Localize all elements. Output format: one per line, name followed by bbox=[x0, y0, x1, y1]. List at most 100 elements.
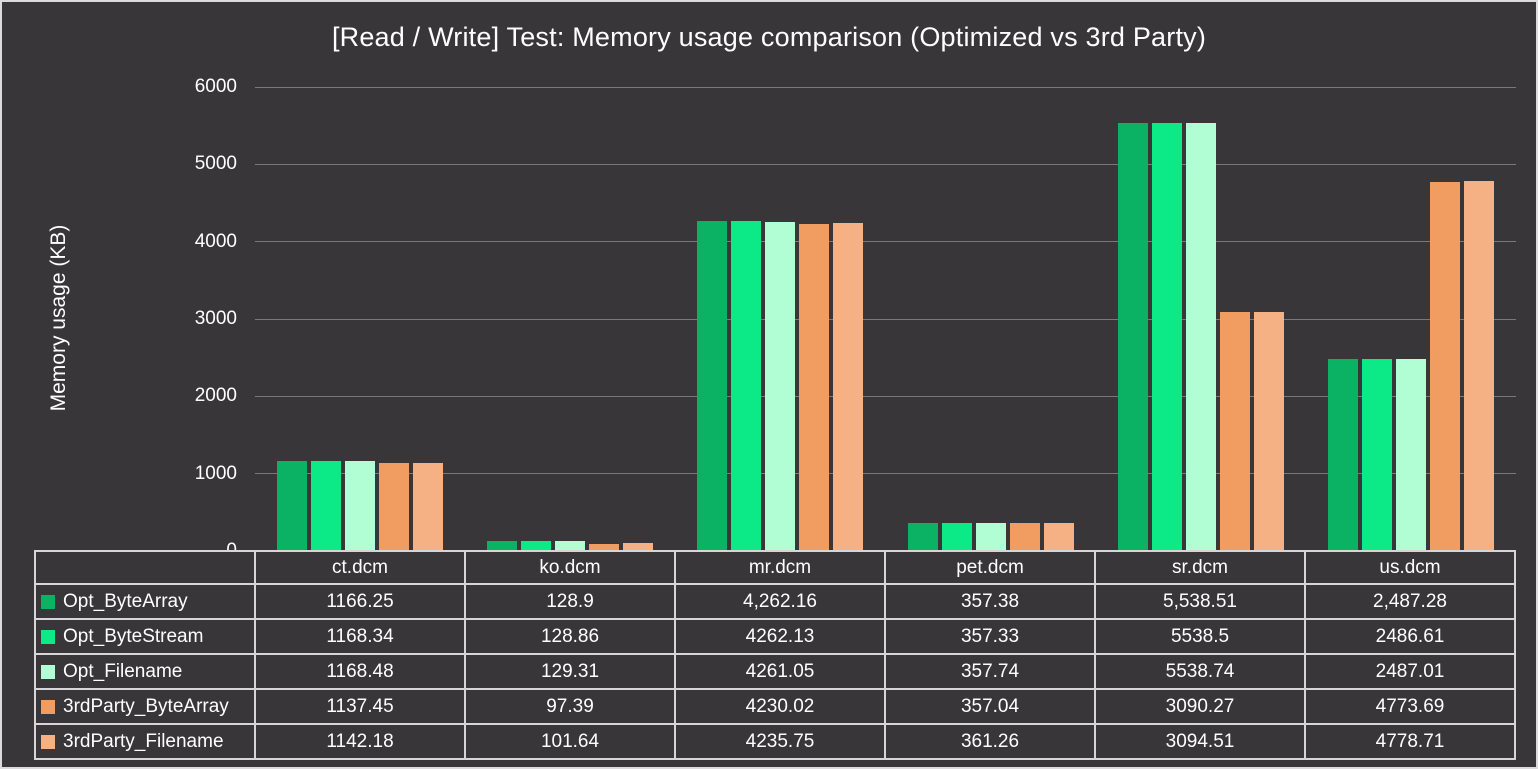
bar-Opt_ByteArray-ct.dcm bbox=[277, 460, 308, 551]
bar-Opt_Filename-mr.dcm bbox=[765, 221, 796, 551]
bar-Opt_ByteStream-ct.dcm bbox=[311, 460, 342, 551]
y-tick-label-4000: 4000 bbox=[194, 230, 237, 252]
legend-cell-Opt_ByteStream: Opt_ByteStream bbox=[34, 618, 256, 655]
legend-label-Opt_Filename: Opt_Filename bbox=[63, 660, 183, 682]
bar-3rdParty_ByteArray-us.dcm bbox=[1429, 181, 1460, 551]
bar-3rdParty_Filename-pet.dcm bbox=[1043, 523, 1074, 551]
legend-cell-Opt_ByteArray: Opt_ByteArray bbox=[34, 583, 256, 620]
bar-Opt_ByteStream-sr.dcm bbox=[1151, 122, 1182, 551]
bar-Opt_ByteArray-pet.dcm bbox=[907, 523, 938, 551]
data-table: ct.dcm ko.dcm mr.dcm pet.dcm sr.dcm us.dcm Opt… bbox=[34, 550, 1516, 760]
legend-swatch-Opt_Filename bbox=[41, 664, 55, 679]
legend-cell-Opt_Filename: Opt_Filename bbox=[34, 653, 256, 690]
bar-3rdParty_ByteArray-ko.dcm bbox=[589, 543, 620, 551]
bar-Opt_ByteStream-pet.dcm bbox=[941, 523, 972, 551]
table-corner-blank bbox=[34, 550, 256, 585]
bar-Opt_ByteStream-mr.dcm bbox=[731, 221, 762, 551]
value-cell-3rdParty_ByteArray-sr.dcm: 3090.27 bbox=[1094, 688, 1306, 725]
value-cell-Opt_ByteArray-sr.dcm: 5,538.51 bbox=[1094, 583, 1306, 620]
y-tick-label-2000: 2000 bbox=[194, 385, 237, 407]
legend-swatch-3rdParty_Filename bbox=[41, 734, 55, 749]
y-tick-label-5000: 5000 bbox=[194, 153, 237, 175]
bar-Opt_ByteArray-sr.dcm bbox=[1117, 122, 1148, 551]
value-cell-Opt_Filename-ko.dcm: 129.31 bbox=[464, 653, 676, 690]
value-cell-3rdParty_Filename-us.dcm: 4778.71 bbox=[1304, 723, 1516, 760]
value-cell-3rdParty_ByteArray-ko.dcm: 97.39 bbox=[464, 688, 676, 725]
column-header-us.dcm: us.dcm bbox=[1304, 550, 1516, 585]
value-cell-Opt_ByteArray-ct.dcm: 1166.25 bbox=[254, 583, 466, 620]
value-cell-3rdParty_ByteArray-mr.dcm: 4230.02 bbox=[674, 688, 886, 725]
legend-swatch-3rdParty_ByteArray bbox=[41, 699, 55, 714]
gridline-6000 bbox=[255, 86, 1516, 88]
value-cell-Opt_ByteArray-mr.dcm: 4,262.16 bbox=[674, 583, 886, 620]
y-axis-title: Memory usage (KB) bbox=[47, 224, 70, 412]
value-cell-3rdParty_Filename-sr.dcm: 3094.51 bbox=[1094, 723, 1306, 760]
bar-Opt_ByteArray-ko.dcm bbox=[487, 541, 518, 551]
y-tick-label-3000: 3000 bbox=[194, 308, 237, 329]
column-header-ct.dcm: ct.dcm bbox=[254, 550, 466, 585]
table-row-Opt_ByteArray: Opt_ByteArray 1166.25 128.9 4,262.16 357.38 5… bbox=[34, 583, 1516, 620]
legend-swatch-Opt_ByteArray bbox=[41, 594, 55, 609]
table-header-row: ct.dcm ko.dcm mr.dcm pet.dcm sr.dcm us.dcm bbox=[34, 550, 1516, 585]
y-tick-label-6000: 6000 bbox=[194, 76, 237, 97]
value-cell-3rdParty_Filename-pet.dcm: 361.26 bbox=[884, 723, 1096, 760]
value-cell-Opt_ByteStream-mr.dcm: 4262.13 bbox=[674, 618, 886, 655]
value-cell-Opt_Filename-ct.dcm: 1168.48 bbox=[254, 653, 466, 690]
bar-3rdParty_ByteArray-ct.dcm bbox=[379, 463, 410, 551]
bar-Opt_Filename-ct.dcm bbox=[345, 460, 376, 551]
column-header-sr.dcm: sr.dcm bbox=[1094, 550, 1306, 585]
bar-3rdParty_ByteArray-mr.dcm bbox=[799, 223, 830, 551]
value-cell-Opt_ByteStream-ko.dcm: 128.86 bbox=[464, 618, 676, 655]
value-cell-3rdParty_Filename-mr.dcm: 4235.75 bbox=[674, 723, 886, 760]
table-row-Opt_Filename: Opt_Filename 1168.48 129.31 4261.05 357.74 55… bbox=[34, 653, 1516, 690]
legend-cell-3rdParty_Filename: 3rdParty_Filename bbox=[34, 723, 256, 760]
value-cell-Opt_ByteArray-ko.dcm: 128.9 bbox=[464, 583, 676, 620]
bar-3rdParty_ByteArray-sr.dcm bbox=[1219, 312, 1250, 551]
bar-Opt_ByteArray-mr.dcm bbox=[697, 221, 728, 551]
bar-Opt_Filename-us.dcm bbox=[1395, 358, 1426, 551]
column-header-pet.dcm: pet.dcm bbox=[884, 550, 1096, 585]
legend-cell-3rdParty_ByteArray: 3rdParty_ByteArray bbox=[34, 688, 256, 725]
column-header-mr.dcm: mr.dcm bbox=[674, 550, 886, 585]
table-row-3rdParty_Filename: 3rdParty_Filename 1142.18 101.64 4235.75 361… bbox=[34, 723, 1516, 760]
bar-Opt_ByteStream-ko.dcm bbox=[521, 541, 552, 551]
legend-label-3rdParty_Filename: 3rdParty_Filename bbox=[63, 730, 224, 752]
legend-label-3rdParty_ByteArray: 3rdParty_ByteArray bbox=[63, 695, 229, 717]
gridline-3000 bbox=[255, 318, 1516, 320]
value-cell-Opt_ByteArray-us.dcm: 2,487.28 bbox=[1304, 583, 1516, 620]
value-cell-Opt_ByteStream-ct.dcm: 1168.34 bbox=[254, 618, 466, 655]
value-cell-3rdParty_ByteArray-us.dcm: 4773.69 bbox=[1304, 688, 1516, 725]
bar-3rdParty_Filename-ct.dcm bbox=[413, 462, 444, 551]
value-cell-Opt_ByteStream-pet.dcm: 357.33 bbox=[884, 618, 1096, 655]
legend-swatch-Opt_ByteStream bbox=[41, 629, 55, 644]
legend-label-Opt_ByteArray: Opt_ByteArray bbox=[63, 590, 188, 612]
bar-Opt_ByteStream-us.dcm bbox=[1361, 358, 1392, 551]
gridline-4000 bbox=[255, 241, 1516, 243]
value-cell-3rdParty_Filename-ko.dcm: 101.64 bbox=[464, 723, 676, 760]
value-cell-Opt_ByteStream-sr.dcm: 5538.5 bbox=[1094, 618, 1306, 655]
y-tick-label-1000: 1000 bbox=[194, 462, 237, 484]
legend-label-Opt_ByteStream: Opt_ByteStream bbox=[63, 625, 204, 647]
column-header-ko.dcm: ko.dcm bbox=[464, 550, 676, 585]
value-cell-3rdParty_ByteArray-pet.dcm: 357.04 bbox=[884, 688, 1096, 725]
bar-Opt_Filename-sr.dcm bbox=[1185, 122, 1216, 551]
bar-Opt_Filename-pet.dcm bbox=[975, 523, 1006, 551]
value-cell-3rdParty_ByteArray-ct.dcm: 1137.45 bbox=[254, 688, 466, 725]
bar-Opt_ByteArray-us.dcm bbox=[1327, 358, 1358, 551]
bar-3rdParty_Filename-sr.dcm bbox=[1253, 311, 1284, 551]
bar-Opt_Filename-ko.dcm bbox=[555, 541, 586, 551]
value-cell-3rdParty_Filename-ct.dcm: 1142.18 bbox=[254, 723, 466, 760]
value-cell-Opt_Filename-sr.dcm: 5538.74 bbox=[1094, 653, 1306, 690]
value-cell-Opt_Filename-pet.dcm: 357.74 bbox=[884, 653, 1096, 690]
table-row-Opt_ByteStream: Opt_ByteStream 1168.34 128.86 4262.13 357.33… bbox=[34, 618, 1516, 655]
value-cell-Opt_ByteStream-us.dcm: 2486.61 bbox=[1304, 618, 1516, 655]
bar-3rdParty_Filename-mr.dcm bbox=[833, 223, 864, 551]
table-row-3rdParty_ByteArray: 3rdParty_ByteArray 1137.45 97.39 4230.02 357… bbox=[34, 688, 1516, 725]
plot-area bbox=[255, 87, 1516, 551]
value-cell-Opt_ByteArray-pet.dcm: 357.38 bbox=[884, 583, 1096, 620]
bar-3rdParty_Filename-us.dcm bbox=[1463, 181, 1494, 551]
chart-title: [Read / Write] Test: Memory usage compar… bbox=[331, 22, 1207, 52]
gridline-2000 bbox=[255, 395, 1516, 397]
gridline-1000 bbox=[255, 473, 1516, 475]
